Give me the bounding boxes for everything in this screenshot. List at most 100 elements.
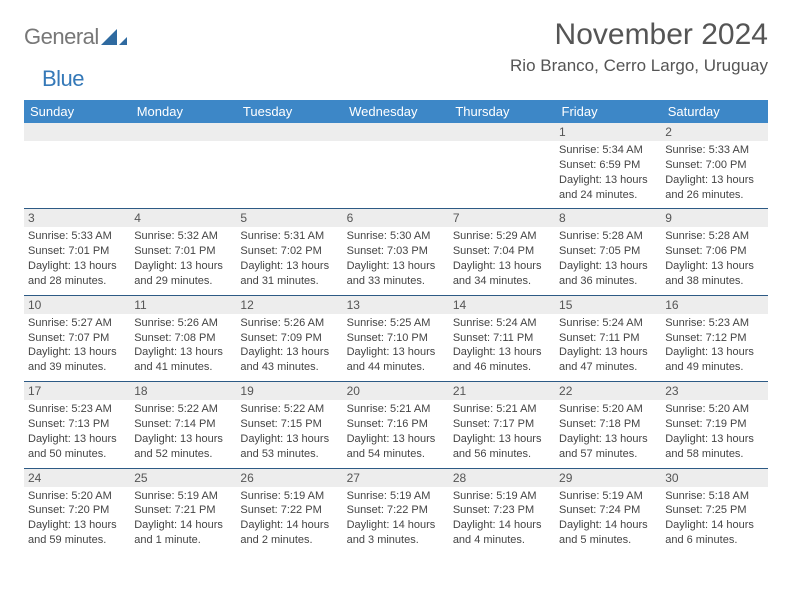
day-data: Sunrise: 5:26 AMSunset: 7:09 PMDaylight:…: [236, 314, 342, 381]
daylight-text: Daylight: 13 hours and 56 minutes.: [453, 432, 551, 462]
day-data: Sunrise: 5:20 AMSunset: 7:20 PMDaylight:…: [24, 487, 130, 554]
day-number: [24, 123, 130, 141]
day-data: Sunrise: 5:19 AMSunset: 7:22 PMDaylight:…: [236, 487, 342, 554]
daylight-text: Daylight: 13 hours and 57 minutes.: [559, 432, 657, 462]
sunrise-text: Sunrise: 5:26 AM: [240, 316, 338, 331]
day-number: [236, 123, 342, 141]
daylight-text: Daylight: 13 hours and 38 minutes.: [665, 259, 763, 289]
sunrise-text: Sunrise: 5:33 AM: [28, 229, 126, 244]
daylight-text: Daylight: 13 hours and 34 minutes.: [453, 259, 551, 289]
daylight-text: Daylight: 13 hours and 54 minutes.: [347, 432, 445, 462]
daylight-text: Daylight: 14 hours and 4 minutes.: [453, 518, 551, 548]
dow-thu: Thursday: [449, 100, 555, 123]
day-cell: 17Sunrise: 5:23 AMSunset: 7:13 PMDayligh…: [24, 382, 130, 468]
day-cell: 7Sunrise: 5:29 AMSunset: 7:04 PMDaylight…: [449, 209, 555, 295]
day-cell: [236, 123, 342, 209]
week-row: 17Sunrise: 5:23 AMSunset: 7:13 PMDayligh…: [24, 382, 768, 468]
day-number: 26: [236, 469, 342, 487]
day-number: 2: [661, 123, 767, 141]
day-number: 12: [236, 296, 342, 314]
day-data: Sunrise: 5:21 AMSunset: 7:16 PMDaylight:…: [343, 400, 449, 467]
day-data: Sunrise: 5:27 AMSunset: 7:07 PMDaylight:…: [24, 314, 130, 381]
sunset-text: Sunset: 7:01 PM: [28, 244, 126, 259]
title-block: November 2024 Rio Branco, Cerro Largo, U…: [510, 18, 768, 76]
daylight-text: Daylight: 13 hours and 41 minutes.: [134, 345, 232, 375]
daylight-text: Daylight: 14 hours and 5 minutes.: [559, 518, 657, 548]
day-number: 27: [343, 469, 449, 487]
sunrise-text: Sunrise: 5:34 AM: [559, 143, 657, 158]
sunrise-text: Sunrise: 5:21 AM: [453, 402, 551, 417]
brand-logo: General: [24, 18, 129, 50]
day-number: 23: [661, 382, 767, 400]
sunset-text: Sunset: 7:15 PM: [240, 417, 338, 432]
sunrise-text: Sunrise: 5:20 AM: [559, 402, 657, 417]
sunset-text: Sunset: 7:13 PM: [28, 417, 126, 432]
daylight-text: Daylight: 14 hours and 3 minutes.: [347, 518, 445, 548]
day-number: 18: [130, 382, 236, 400]
sunrise-text: Sunrise: 5:30 AM: [347, 229, 445, 244]
sunset-text: Sunset: 7:05 PM: [559, 244, 657, 259]
sunrise-text: Sunrise: 5:24 AM: [453, 316, 551, 331]
dow-wed: Wednesday: [343, 100, 449, 123]
day-data: Sunrise: 5:25 AMSunset: 7:10 PMDaylight:…: [343, 314, 449, 381]
sunset-text: Sunset: 7:10 PM: [347, 331, 445, 346]
day-number: 16: [661, 296, 767, 314]
day-data: Sunrise: 5:20 AMSunset: 7:18 PMDaylight:…: [555, 400, 661, 467]
sunset-text: Sunset: 7:16 PM: [347, 417, 445, 432]
day-cell: 30Sunrise: 5:18 AMSunset: 7:25 PMDayligh…: [661, 468, 767, 554]
day-cell: 19Sunrise: 5:22 AMSunset: 7:15 PMDayligh…: [236, 382, 342, 468]
dow-sat: Saturday: [661, 100, 767, 123]
day-number: 24: [24, 469, 130, 487]
daylight-text: Daylight: 13 hours and 52 minutes.: [134, 432, 232, 462]
day-cell: 11Sunrise: 5:26 AMSunset: 7:08 PMDayligh…: [130, 295, 236, 381]
sail-icon: [101, 27, 127, 47]
day-number: 14: [449, 296, 555, 314]
sunset-text: Sunset: 7:25 PM: [665, 503, 763, 518]
sunrise-text: Sunrise: 5:32 AM: [134, 229, 232, 244]
sunrise-text: Sunrise: 5:19 AM: [453, 489, 551, 504]
sunset-text: Sunset: 7:20 PM: [28, 503, 126, 518]
sunset-text: Sunset: 7:07 PM: [28, 331, 126, 346]
sunrise-text: Sunrise: 5:25 AM: [347, 316, 445, 331]
sunrise-text: Sunrise: 5:28 AM: [559, 229, 657, 244]
day-data: Sunrise: 5:22 AMSunset: 7:15 PMDaylight:…: [236, 400, 342, 467]
sunset-text: Sunset: 7:14 PM: [134, 417, 232, 432]
daylight-text: Daylight: 14 hours and 1 minute.: [134, 518, 232, 548]
day-number: 21: [449, 382, 555, 400]
daylight-text: Daylight: 13 hours and 50 minutes.: [28, 432, 126, 462]
sunset-text: Sunset: 7:21 PM: [134, 503, 232, 518]
week-row: 1Sunrise: 5:34 AMSunset: 6:59 PMDaylight…: [24, 123, 768, 209]
sunrise-text: Sunrise: 5:19 AM: [347, 489, 445, 504]
day-cell: [449, 123, 555, 209]
daylight-text: Daylight: 13 hours and 53 minutes.: [240, 432, 338, 462]
day-data: Sunrise: 5:30 AMSunset: 7:03 PMDaylight:…: [343, 227, 449, 294]
day-data: Sunrise: 5:32 AMSunset: 7:01 PMDaylight:…: [130, 227, 236, 294]
daylight-text: Daylight: 14 hours and 6 minutes.: [665, 518, 763, 548]
day-number: 3: [24, 209, 130, 227]
day-data: Sunrise: 5:24 AMSunset: 7:11 PMDaylight:…: [555, 314, 661, 381]
sunset-text: Sunset: 7:01 PM: [134, 244, 232, 259]
day-number: 5: [236, 209, 342, 227]
sunset-text: Sunset: 7:08 PM: [134, 331, 232, 346]
day-number: 6: [343, 209, 449, 227]
day-cell: 1Sunrise: 5:34 AMSunset: 6:59 PMDaylight…: [555, 123, 661, 209]
sunrise-text: Sunrise: 5:24 AM: [559, 316, 657, 331]
dow-row: Sunday Monday Tuesday Wednesday Thursday…: [24, 100, 768, 123]
day-data: Sunrise: 5:18 AMSunset: 7:25 PMDaylight:…: [661, 487, 767, 554]
day-number: 9: [661, 209, 767, 227]
daylight-text: Daylight: 13 hours and 26 minutes.: [665, 173, 763, 203]
day-cell: 22Sunrise: 5:20 AMSunset: 7:18 PMDayligh…: [555, 382, 661, 468]
day-number: [449, 123, 555, 141]
daylight-text: Daylight: 13 hours and 36 minutes.: [559, 259, 657, 289]
day-number: 7: [449, 209, 555, 227]
day-number: 17: [24, 382, 130, 400]
dow-tue: Tuesday: [236, 100, 342, 123]
day-number: 4: [130, 209, 236, 227]
day-data: Sunrise: 5:33 AMSunset: 7:00 PMDaylight:…: [661, 141, 767, 208]
sunset-text: Sunset: 7:12 PM: [665, 331, 763, 346]
sunset-text: Sunset: 7:23 PM: [453, 503, 551, 518]
day-cell: 16Sunrise: 5:23 AMSunset: 7:12 PMDayligh…: [661, 295, 767, 381]
daylight-text: Daylight: 13 hours and 24 minutes.: [559, 173, 657, 203]
sunrise-text: Sunrise: 5:23 AM: [665, 316, 763, 331]
sunrise-text: Sunrise: 5:19 AM: [134, 489, 232, 504]
